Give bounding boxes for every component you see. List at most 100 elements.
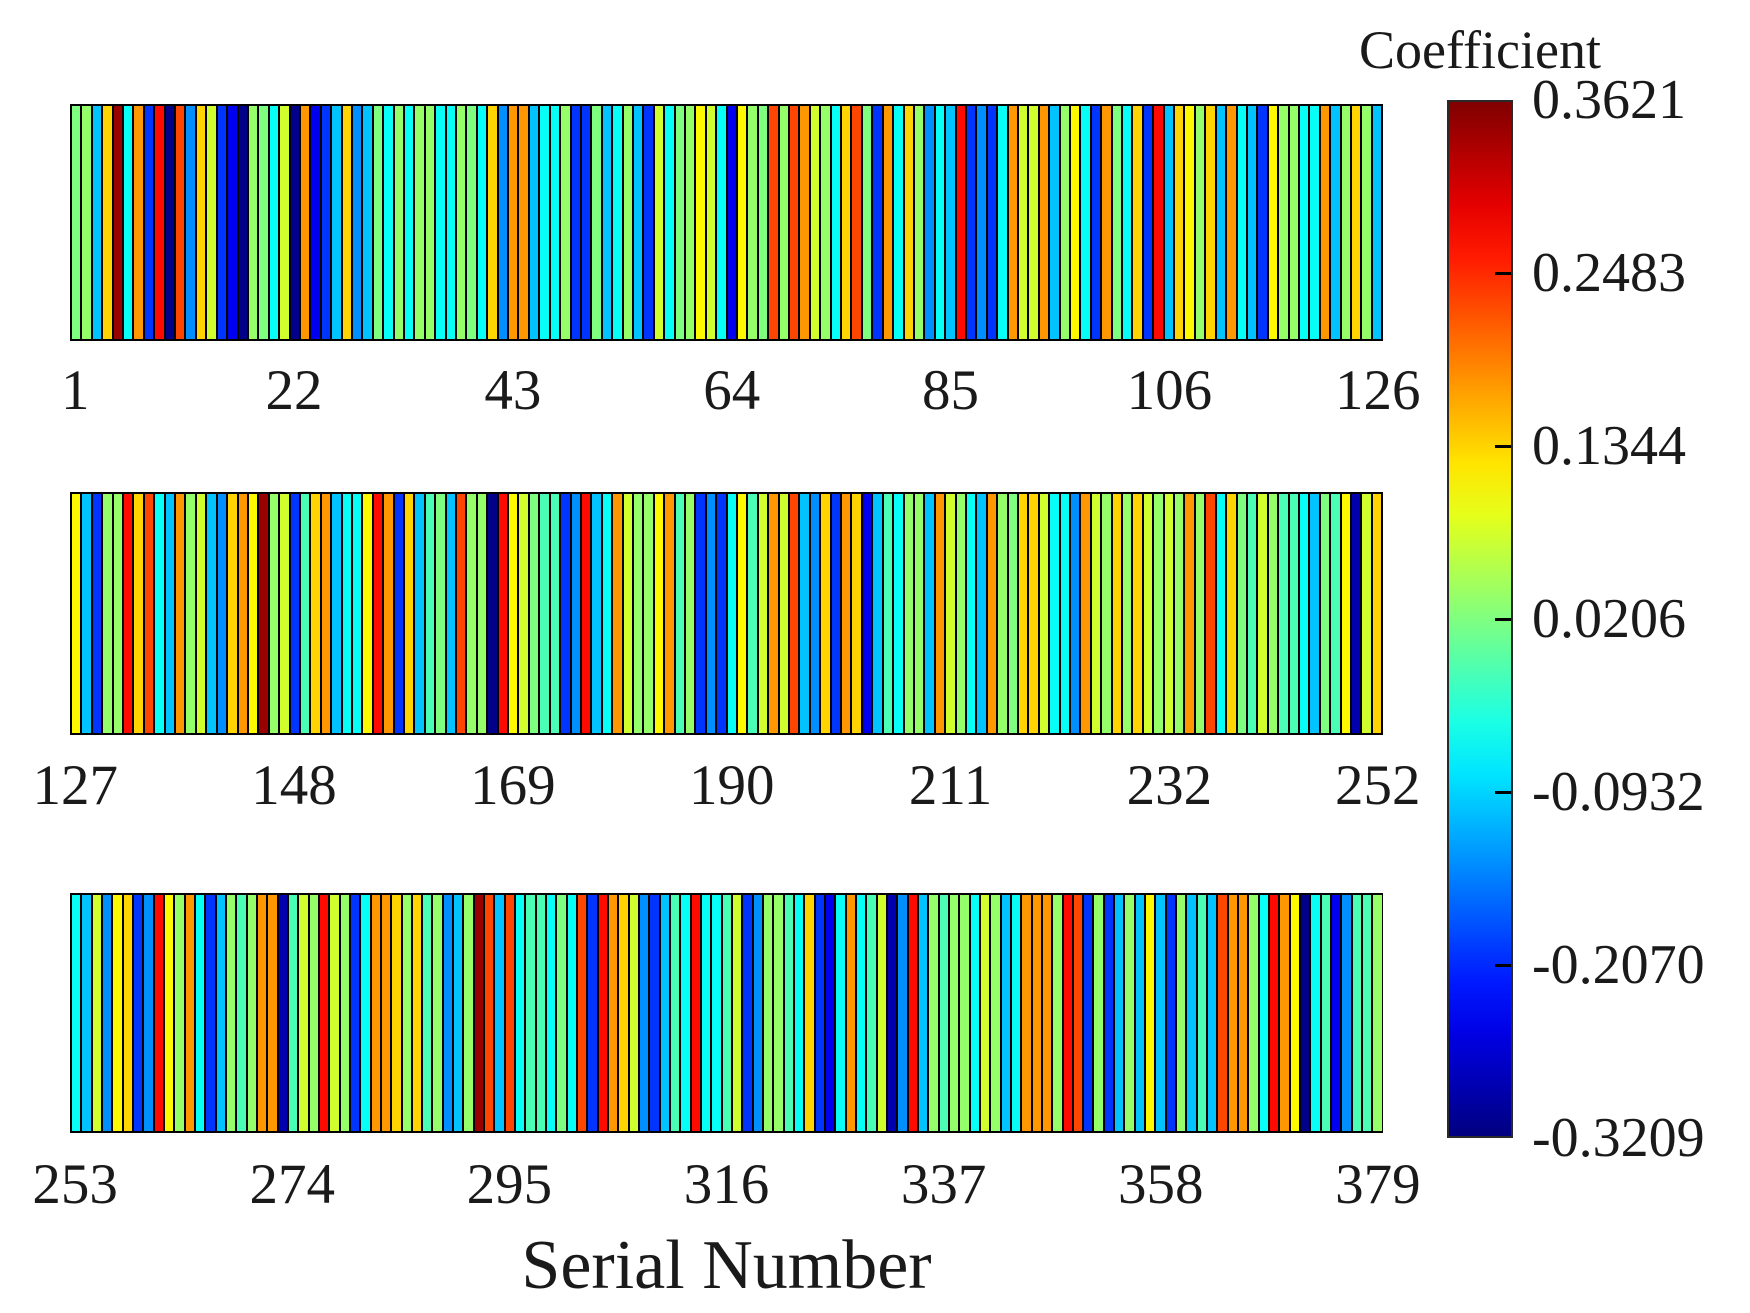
heatmap-cell: [669, 895, 680, 1131]
heatmap-cell: [1206, 895, 1217, 1131]
heatmap-cell: [840, 106, 851, 339]
heatmap-cell: [1069, 106, 1080, 339]
heatmap-cell: [590, 106, 601, 339]
heatmap-cell: [694, 494, 705, 733]
heatmap-cell: [1092, 895, 1103, 1131]
heatmap-cell: [860, 494, 872, 733]
heatmap-cell: [1318, 106, 1330, 339]
heatmap-cell: [1370, 106, 1382, 339]
heatmap-cell: [328, 895, 339, 1131]
heatmap-cell: [369, 895, 380, 1131]
heatmap-cell: [933, 494, 945, 733]
heatmap-cell: [881, 494, 893, 733]
heatmap-cell: [673, 494, 684, 733]
heatmap-cell: [174, 494, 185, 733]
heatmap-cell: [475, 106, 487, 339]
heatmap-cell: [1193, 106, 1205, 339]
heatmap-cell: [1195, 895, 1207, 1131]
heatmap-cell: [1277, 106, 1288, 339]
heatmap-cell: [840, 494, 851, 733]
heatmap-cell: [1152, 494, 1163, 733]
heatmap-cell: [90, 106, 102, 339]
heatmap-cell: [1278, 895, 1289, 1131]
heatmap-cell: [1235, 106, 1246, 339]
heatmap-cell: [596, 895, 608, 1131]
heatmap-cell: [496, 494, 508, 733]
heatmap-cell: [371, 106, 383, 339]
heatmap-cell: [912, 494, 924, 733]
heatmap-cell: [236, 494, 247, 733]
heatmap-cell: [444, 106, 456, 339]
heatmap-cell: [720, 895, 731, 1131]
heatmap-cell: [215, 494, 227, 733]
heatmap-cell: [1040, 895, 1052, 1131]
heatmap-cell: [1061, 895, 1072, 1131]
heatmap-cell: [527, 106, 539, 339]
heatmap-cell: [1144, 895, 1155, 1131]
heatmap-cell: [507, 494, 518, 733]
colorbar-tick-mark: [1495, 445, 1511, 449]
heatmap-cell: [152, 895, 163, 1131]
heatmap-cell: [278, 494, 289, 733]
heatmap-cell: [340, 106, 351, 339]
heatmap-cell: [958, 895, 969, 1131]
x-tick-label: 358: [1117, 1153, 1204, 1216]
heatmap-cell: [1173, 106, 1184, 339]
heatmap-cell: [235, 895, 246, 1131]
heatmap-cell: [947, 895, 959, 1131]
heatmap-cell: [246, 106, 258, 339]
heatmap-cell: [1016, 106, 1028, 339]
heatmap-cell: [1006, 494, 1017, 733]
heatmap-cell: [871, 106, 882, 339]
heatmap-cell: [162, 895, 174, 1131]
heatmap-cell: [1330, 895, 1341, 1131]
heatmap-cell: [1183, 494, 1194, 733]
heatmap-cell: [741, 895, 752, 1131]
heatmap-cell: [72, 106, 81, 339]
heatmap-cell: [559, 494, 570, 733]
colorbar-tick-label: 0.3621: [1532, 69, 1686, 131]
heatmap-cell: [1339, 494, 1350, 733]
heatmap-cell: [808, 494, 820, 733]
heatmap-cell: [937, 895, 948, 1131]
heatmap-cell: [555, 895, 566, 1131]
heatmap-cell: [193, 895, 205, 1131]
heatmap-cell: [1100, 106, 1111, 339]
heatmap-cell: [1204, 494, 1215, 733]
heatmap-cell: [382, 106, 393, 339]
heatmap-cell: [413, 106, 424, 339]
heatmap-cell: [1329, 494, 1340, 733]
heatmap-cell: [1257, 895, 1269, 1131]
heatmap-cell: [330, 494, 341, 733]
heatmap-cell: [569, 106, 580, 339]
heatmap-cell: [663, 494, 674, 733]
heatmap-cell: [850, 106, 861, 339]
heatmap-cell: [1071, 895, 1083, 1131]
heatmap-cell: [1141, 494, 1153, 733]
heatmap-cell: [1030, 895, 1041, 1131]
heatmap-cell: [1183, 106, 1194, 339]
x-tick-label: 252: [1335, 754, 1421, 817]
heatmap-cell: [517, 106, 528, 339]
heatmap-cell: [288, 494, 299, 733]
heatmap-cell: [538, 106, 549, 339]
heatmap-cell: [968, 895, 979, 1131]
heatmap-cell: [371, 494, 383, 733]
heatmap-cell: [648, 895, 659, 1131]
heatmap-cell: [1361, 895, 1372, 1131]
heatmap-cell: [978, 895, 990, 1131]
heatmap-cell: [434, 106, 445, 339]
heatmap-cell: [90, 494, 102, 733]
heatmap-cell: [431, 895, 442, 1131]
x-tick-label: 295: [466, 1153, 553, 1216]
heatmap-cell: [621, 494, 632, 733]
heatmap-cell: [813, 895, 824, 1131]
heatmap-cell: [1349, 494, 1361, 733]
heatmap-cell: [514, 895, 525, 1131]
heatmap-cell: [1225, 494, 1236, 733]
heatmap-cell: [944, 106, 955, 339]
heatmap-cell: [746, 494, 757, 733]
heatmap-cell: [1110, 106, 1122, 339]
heatmap-cell: [1173, 494, 1184, 733]
heatmap-cell: [1027, 106, 1038, 339]
